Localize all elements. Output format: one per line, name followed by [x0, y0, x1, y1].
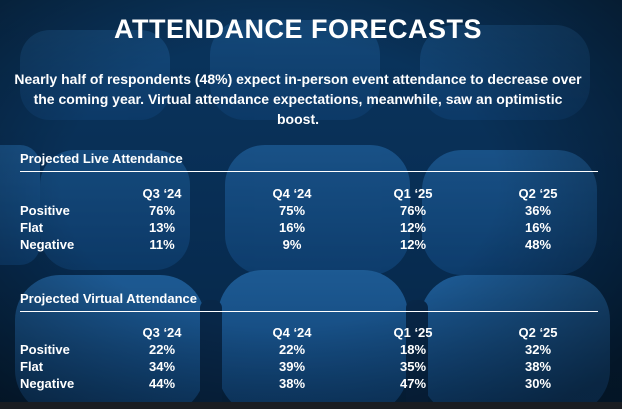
virtual-col-header: Q1 ‘25 — [393, 325, 433, 340]
virtual-attendance-title: Projected Virtual Attendance — [20, 291, 197, 306]
page-subtitle: Nearly half of respondents (48%) expect … — [14, 71, 582, 127]
virtual-row-label: Flat — [20, 359, 44, 374]
live-cell: 76% — [148, 203, 176, 218]
live-cell: 12% — [399, 237, 427, 252]
virtual-cell: 38% — [278, 376, 306, 391]
virtual-cell: 44% — [148, 376, 176, 391]
virtual-cell: 47% — [399, 376, 427, 391]
page-title: ATTENDANCE FORECASTS — [113, 14, 482, 44]
live-cell: 48% — [524, 237, 552, 252]
virtual-cell: 32% — [524, 342, 552, 357]
virtual-cell: 18% — [399, 342, 427, 357]
live-row-label: Negative — [20, 237, 75, 252]
live-cell: 75% — [278, 203, 306, 218]
live-cell: 16% — [278, 220, 306, 235]
live-col-header: Q4 ‘24 — [272, 186, 312, 201]
live-cell: 9% — [282, 237, 302, 252]
virtual-cell: 35% — [399, 359, 427, 374]
live-col-header: Q1 ‘25 — [393, 186, 433, 201]
live-attendance-title: Projected Live Attendance — [20, 151, 183, 166]
live-row-label: Flat — [20, 220, 44, 235]
live-cell: 16% — [524, 220, 552, 235]
live-col-header: Q2 ‘25 — [518, 186, 558, 201]
virtual-cell: 22% — [278, 342, 306, 357]
live-cell: 36% — [524, 203, 552, 218]
live-row-label: Positive — [20, 203, 70, 218]
virtual-cell: 34% — [148, 359, 176, 374]
bottom-bar — [0, 402, 622, 409]
virtual-col-header: Q3 ‘24 — [142, 325, 182, 340]
live-attendance-divider — [20, 171, 598, 172]
virtual-col-header: Q4 ‘24 — [272, 325, 312, 340]
virtual-cell: 38% — [524, 359, 552, 374]
virtual-col-header: Q2 ‘25 — [518, 325, 558, 340]
virtual-cell: 39% — [278, 359, 306, 374]
live-cell: 76% — [399, 203, 427, 218]
live-cell: 11% — [149, 237, 175, 252]
virtual-row-label: Positive — [20, 342, 70, 357]
virtual-cell: 30% — [524, 376, 552, 391]
live-cell: 13% — [148, 220, 176, 235]
live-cell: 12% — [399, 220, 427, 235]
virtual-cell: 22% — [148, 342, 176, 357]
live-col-header: Q3 ‘24 — [142, 186, 182, 201]
virtual-attendance-divider — [20, 311, 598, 312]
virtual-row-label: Negative — [20, 376, 75, 391]
